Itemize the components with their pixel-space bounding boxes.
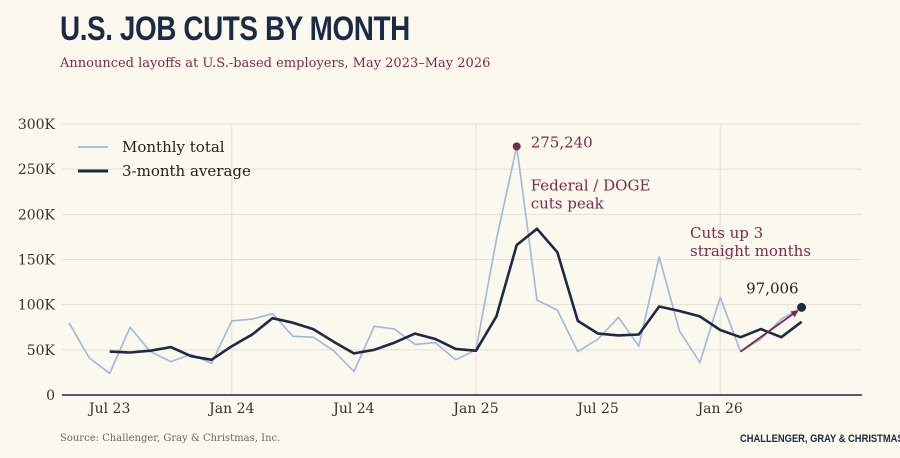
last-value-marker bbox=[797, 302, 807, 312]
legend-label-average: 3-month average bbox=[122, 162, 251, 180]
legend-label-monthly: Monthly total bbox=[122, 138, 225, 156]
y-tick-label: 250K bbox=[18, 162, 56, 178]
x-tick-label: Jul 23 bbox=[87, 401, 130, 417]
x-tick-label: Jul 25 bbox=[575, 401, 618, 417]
y-tick-label: 100K bbox=[18, 298, 56, 314]
series-layer bbox=[68, 145, 803, 375]
series-line-3-month-average bbox=[109, 227, 803, 362]
y-tick-label: 0 bbox=[46, 388, 55, 404]
page-title: U.S. JOB CUTS BY MONTH bbox=[60, 10, 410, 48]
x-tick-label: Jan 24 bbox=[207, 401, 254, 417]
peak-note-line1: Federal / DOGE bbox=[531, 176, 651, 194]
trend-note-line2: straight months bbox=[690, 242, 811, 260]
y-tick-label: 200K bbox=[18, 207, 56, 223]
x-tick-label: Jan 26 bbox=[696, 401, 743, 417]
y-tick-label: 300K bbox=[18, 117, 56, 133]
job-cuts-chart: 0 50K 100K 150K 200K 250K 300K Jul 23 Jan 24 Jul … bbox=[18, 117, 862, 417]
trend-note-line1: Cuts up 3 bbox=[690, 224, 763, 242]
last-value-label: 97,006 bbox=[746, 279, 799, 297]
source-note: Source: Challenger, Gray & Christmas, In… bbox=[60, 433, 281, 444]
peak-value-label: 275,240 bbox=[531, 133, 593, 151]
series-line-monthly-total bbox=[68, 145, 802, 375]
y-tick-label: 150K bbox=[18, 253, 56, 269]
page-subtitle: Announced layoffs at U.S.-based employer… bbox=[60, 56, 491, 71]
y-tick-label: 50K bbox=[27, 343, 56, 359]
x-tick-label: Jul 24 bbox=[331, 401, 374, 417]
trend-arrow bbox=[740, 310, 798, 353]
trend-arrow-head bbox=[790, 310, 799, 318]
peak-marker bbox=[512, 142, 521, 151]
peak-note-line2: cuts peak bbox=[531, 194, 605, 212]
x-tick-label: Jan 25 bbox=[451, 401, 498, 417]
brand-logo-text: CHALLENGER, GRAY & CHRISTMAS bbox=[740, 433, 900, 445]
axis-layer: 0 50K 100K 150K 200K 250K 300K Jul 23 Jan 24 Jul … bbox=[18, 117, 862, 417]
chart-legend: Monthly total 3-month average bbox=[78, 138, 251, 180]
